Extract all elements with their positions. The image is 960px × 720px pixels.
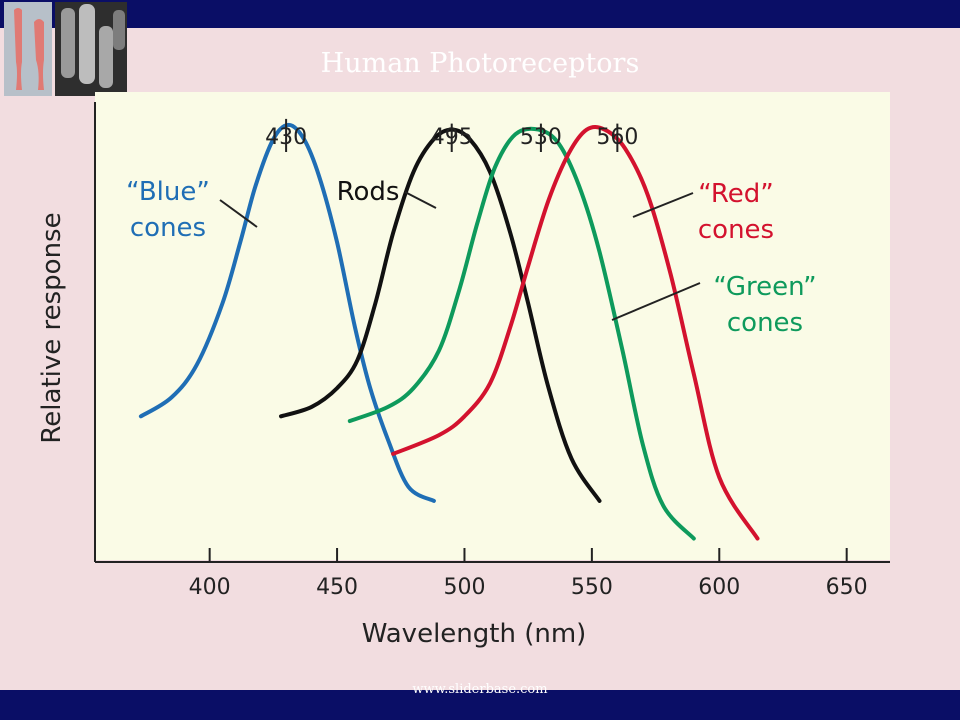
series-label-black-line-1: Rods	[337, 177, 400, 207]
micrograph-icon	[55, 2, 127, 96]
series-line-black	[279, 127, 602, 503]
slide-title: Human Photoreceptors	[320, 48, 640, 79]
series-label-blue-line-2: cones	[130, 213, 206, 243]
photoreceptor-diagram-thumbnail	[4, 2, 52, 96]
series-label-red-line-1: “Red”	[698, 179, 774, 209]
rod-cone-drawing-icon	[4, 2, 52, 96]
peak-label-530: 530	[520, 125, 562, 150]
x-tick-label-400: 400	[189, 575, 231, 600]
peak-label-495: 495	[431, 125, 473, 150]
photoreceptor-micrograph-thumbnail	[55, 2, 127, 96]
slide-top-bar	[0, 0, 960, 28]
peak-label-560: 560	[596, 125, 638, 150]
footer-url: www.sliderbase.com	[412, 682, 548, 697]
x-axis-ticks: 400 450 500 550 600 650	[189, 548, 868, 600]
peak-label-430: 430	[265, 125, 307, 150]
x-tick-label-600: 600	[698, 575, 740, 600]
x-tick-label-550: 550	[571, 575, 613, 600]
series-label-red-line-2: cones	[698, 215, 774, 245]
series-label-green-line-1: “Green”	[713, 272, 816, 302]
leader-line-black	[404, 191, 437, 209]
series-label-blue-line-1: “Blue”	[126, 177, 210, 207]
x-axis-label: Wavelength (nm)	[362, 619, 587, 649]
leader-line-green	[611, 282, 701, 321]
x-tick-label-500: 500	[443, 575, 485, 600]
series-label-green-line-2: cones	[727, 308, 803, 338]
x-tick-label-650: 650	[826, 575, 868, 600]
y-axis-label: Relative response	[37, 212, 67, 443]
chart-axes	[94, 102, 890, 563]
series-line-green	[347, 126, 696, 541]
series-labels: “Blue” cones 430 Rods 495 “Green” cones 530 “Red…	[126, 125, 817, 338]
series-line-red	[391, 124, 760, 541]
leader-line-blue	[219, 199, 258, 228]
leader-line-red	[632, 192, 694, 218]
x-tick-label-450: 450	[316, 575, 358, 600]
response-curves	[138, 122, 760, 541]
slide-bottom-bar	[0, 690, 960, 720]
label-leader-lines	[219, 118, 701, 321]
